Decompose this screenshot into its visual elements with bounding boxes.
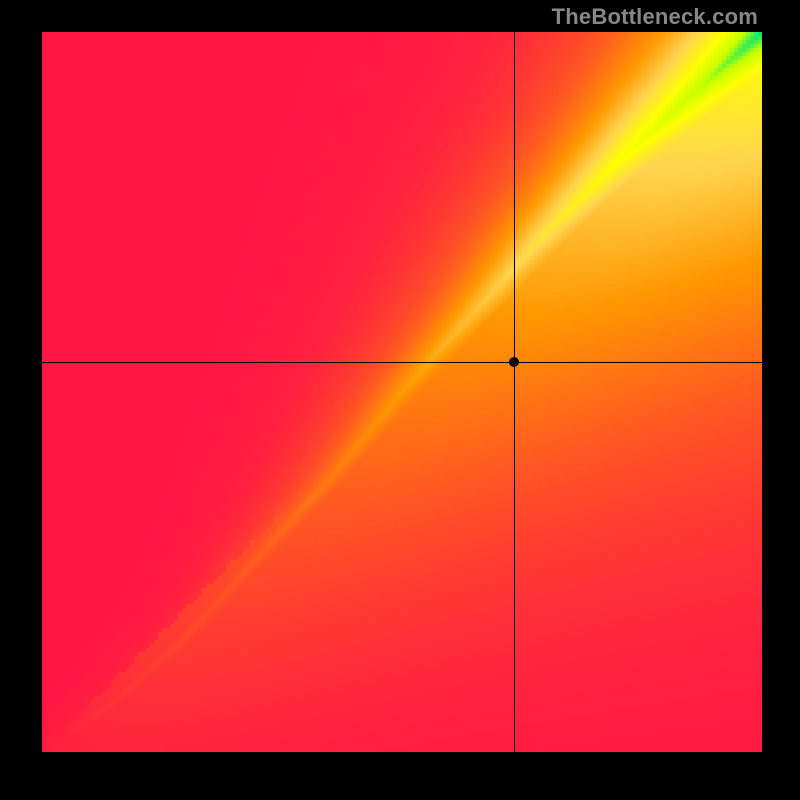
crosshair-marker-dot — [509, 357, 519, 367]
heatmap-canvas — [42, 32, 762, 752]
watermark-text: TheBottleneck.com — [552, 4, 758, 30]
heatmap-plot — [42, 32, 762, 752]
crosshair-horizontal — [42, 362, 762, 363]
crosshair-vertical — [514, 32, 515, 752]
chart-container: TheBottleneck.com — [0, 0, 800, 800]
